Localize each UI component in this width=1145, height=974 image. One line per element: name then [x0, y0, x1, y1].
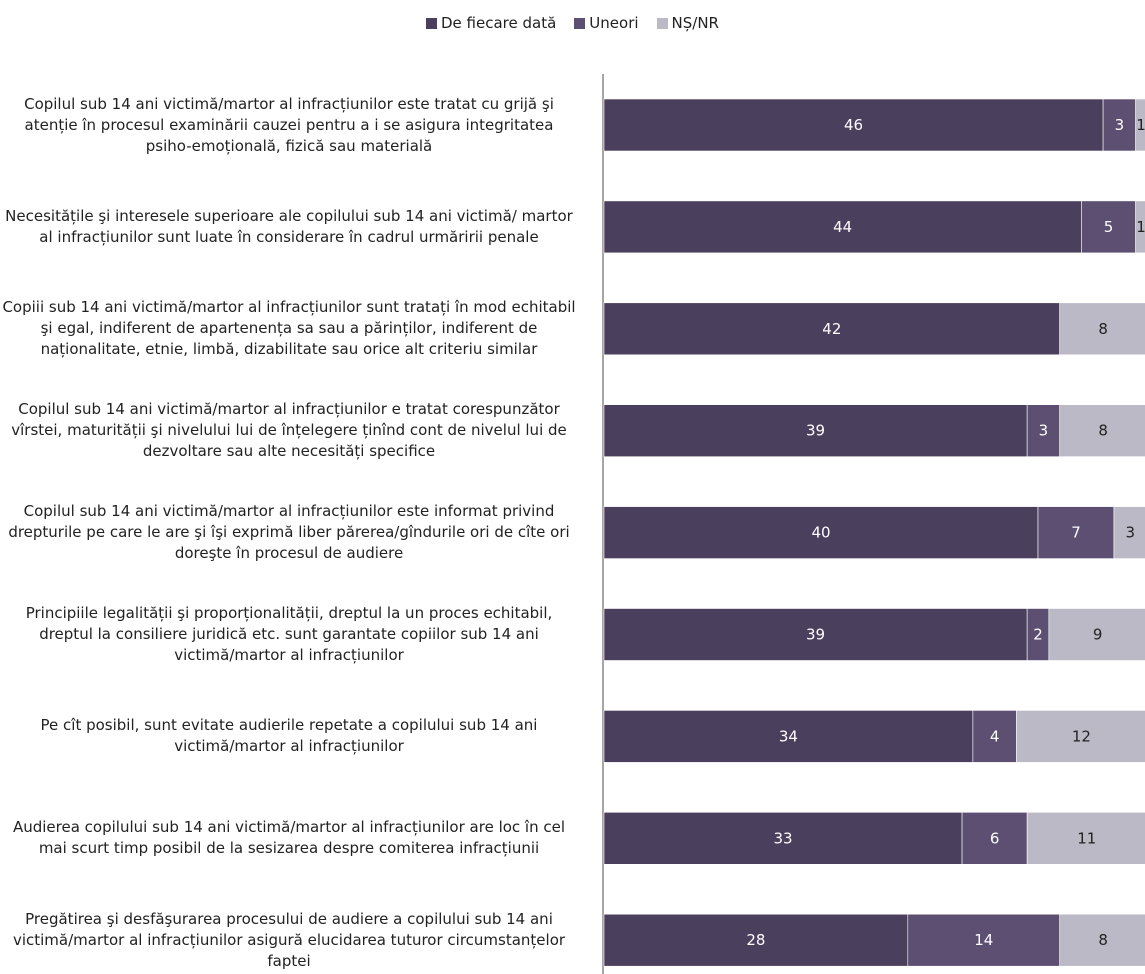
bar-segment — [1135, 98, 1145, 152]
category-label: Audierea copilului sub 14 ani victimă/ma… — [12, 818, 566, 858]
data-label: 3 — [1125, 524, 1135, 542]
bar-segment — [603, 506, 1039, 559]
data-label: 1 — [1136, 116, 1145, 134]
bar-segment — [603, 710, 974, 763]
data-label: 12 — [1072, 727, 1091, 745]
data-label: 5 — [1104, 218, 1114, 236]
bar-segment — [1059, 404, 1145, 458]
bar-segment — [603, 608, 1028, 661]
data-label: 42 — [822, 320, 841, 338]
category-label: Copilul sub 14 ani victimă/martor al inf… — [11, 400, 567, 461]
bar-segment — [972, 710, 1017, 763]
data-label: 33 — [773, 829, 792, 847]
data-label: 39 — [806, 626, 825, 644]
data-label: 4 — [990, 727, 1000, 745]
category-label: Copilul sub 14 ani victimă/martor al inf… — [8, 502, 570, 563]
bar-segment — [603, 98, 1104, 152]
bar-segment — [603, 404, 1028, 458]
data-label: 28 — [746, 931, 765, 949]
category-label: Pregătirea şi desfăşurarea procesului de… — [12, 909, 566, 970]
legend-item: De fiecare dată — [426, 14, 556, 32]
bar-segment — [1048, 608, 1145, 661]
category-label: Pe cît posibil, sunt evitate audierile r… — [40, 716, 538, 756]
legend-swatch — [656, 17, 668, 29]
bar-segment — [907, 913, 1060, 967]
bar-segment — [603, 811, 963, 865]
legend-swatch — [426, 17, 437, 29]
bar-segment — [1015, 710, 1145, 763]
data-label: 7 — [1071, 524, 1081, 542]
data-label: 14 — [974, 931, 993, 949]
data-label: 1 — [1136, 218, 1145, 236]
legend-label: Uneori — [589, 14, 639, 32]
data-label: 44 — [833, 218, 852, 236]
bar-segment — [1026, 811, 1145, 865]
data-label: 46 — [844, 116, 863, 134]
data-label: 8 — [1098, 320, 1108, 338]
bar-segment — [1037, 506, 1115, 559]
data-label: 3 — [1115, 116, 1125, 134]
bar-segment — [603, 302, 1061, 356]
bar-segment — [1113, 506, 1145, 559]
bar-segment — [1102, 98, 1136, 152]
data-label: 34 — [779, 727, 798, 745]
category-label: Principiile legalității şi proporționali… — [25, 604, 553, 664]
data-label: 6 — [990, 829, 1000, 847]
category-label: Necesitățile şi interesele superioare al… — [5, 206, 573, 246]
bar-segment — [1026, 404, 1061, 458]
chart-legend: De fiecare dată Uneori NȘ/NR — [0, 14, 1145, 32]
data-label: 8 — [1098, 422, 1108, 440]
legend-label: De fiecare dată — [441, 14, 557, 32]
category-label: Copilul sub 14 ani victimă/martor al inf… — [24, 94, 554, 155]
legend-label: NȘ/NR — [671, 14, 719, 32]
data-label: 11 — [1077, 829, 1096, 847]
data-label: 40 — [811, 524, 830, 542]
legend-item: NȘ/NR — [656, 14, 719, 32]
bar-segment — [1135, 200, 1145, 254]
bar-segment — [603, 913, 909, 967]
bar-segment — [961, 811, 1028, 865]
category-label: Copiii sub 14 ani victimă/martor al infr… — [2, 298, 576, 359]
data-label: 3 — [1039, 422, 1049, 440]
legend-item: Uneori — [574, 14, 639, 32]
bar-segment — [1059, 302, 1145, 356]
legend-swatch — [574, 17, 586, 29]
data-label: 8 — [1098, 931, 1108, 949]
data-label: 39 — [806, 422, 825, 440]
data-label: 9 — [1093, 626, 1103, 644]
data-label: 2 — [1033, 626, 1043, 644]
bar-segment — [1059, 913, 1145, 967]
